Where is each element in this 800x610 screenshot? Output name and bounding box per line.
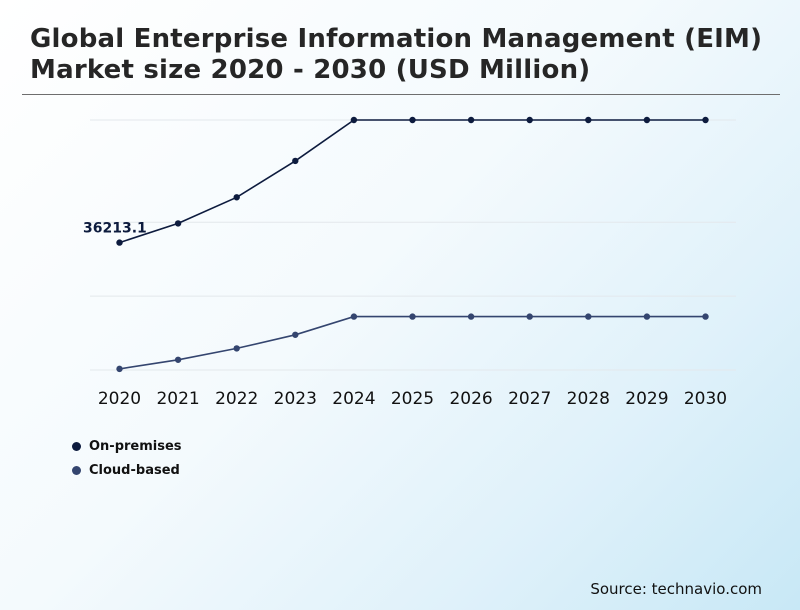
x-tick-label: 2026 xyxy=(449,389,492,409)
legend-item-cloud-based: Cloud-based xyxy=(72,458,182,482)
data-point-on-premises xyxy=(467,116,475,124)
data-point-cloud-based xyxy=(350,313,358,320)
data-point-on-premises xyxy=(350,116,358,124)
data-point-on-premises xyxy=(526,116,533,124)
data-point-cloud-based xyxy=(174,356,182,363)
data-point-on-premises xyxy=(292,157,299,165)
data-point-cloud-based xyxy=(643,313,651,320)
data-point-cloud-based xyxy=(409,313,416,320)
series-line-cloud-based xyxy=(119,315,706,370)
legend-label-on-premises: On-premises xyxy=(89,438,182,454)
x-tick-label: 2023 xyxy=(274,389,317,409)
source-note: Source: technavio.com xyxy=(590,580,762,598)
data-point-cloud-based xyxy=(233,345,240,352)
legend-label-cloud-based: Cloud-based xyxy=(89,462,180,478)
data-point-cloud-based xyxy=(116,365,123,373)
x-tick-label: 2021 xyxy=(156,389,199,409)
data-point-on-premises xyxy=(702,116,709,124)
data-point-cloud-based xyxy=(292,331,299,338)
legend: On-premises Cloud-based xyxy=(72,434,182,482)
data-point-cloud-based xyxy=(585,313,592,320)
x-tick-label: 2029 xyxy=(625,389,668,409)
title-divider xyxy=(22,94,780,95)
data-point-on-premises xyxy=(233,194,240,201)
legend-marker-cloud-based xyxy=(72,465,81,475)
data-point-on-premises xyxy=(409,116,416,124)
x-tick-label: 2024 xyxy=(332,389,375,409)
data-point-on-premises xyxy=(643,116,651,124)
series-line-on-premises xyxy=(119,119,706,244)
legend-marker-on-premises xyxy=(72,441,81,451)
data-point-on-premises xyxy=(585,116,592,124)
data-label: 36213.1 xyxy=(83,221,147,237)
x-tick-label: 2022 xyxy=(215,389,258,409)
chart-title: Global Enterprise Information Management… xyxy=(30,24,763,85)
x-tick-label: 2027 xyxy=(508,389,551,409)
data-point-cloud-based xyxy=(526,313,533,320)
data-point-cloud-based xyxy=(702,313,709,320)
x-tick-label: 2028 xyxy=(567,389,610,409)
x-tick-label: 2025 xyxy=(391,389,434,409)
x-tick-label: 2020 xyxy=(98,389,141,409)
data-point-on-premises xyxy=(174,220,182,227)
legend-item-on-premises: On-premises xyxy=(72,434,182,458)
x-tick-label: 2030 xyxy=(684,389,727,409)
data-point-on-premises xyxy=(116,239,123,246)
data-point-cloud-based xyxy=(467,313,475,320)
